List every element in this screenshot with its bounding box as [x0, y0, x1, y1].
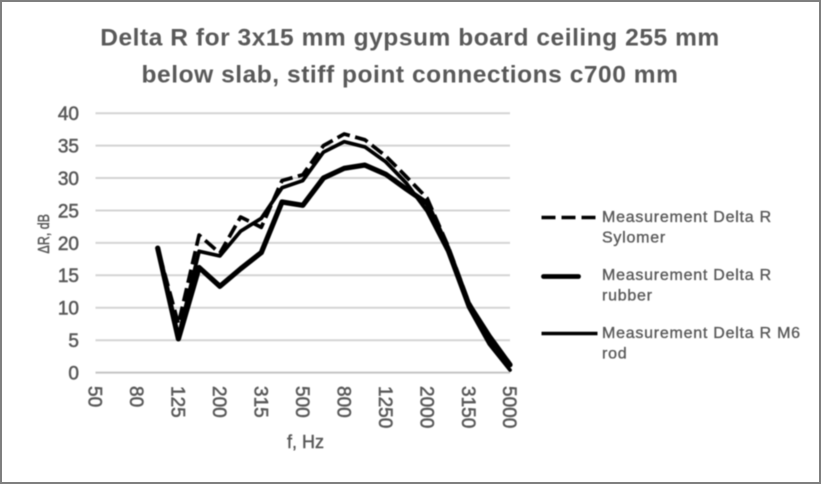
- svg-text:50: 50: [84, 386, 105, 407]
- svg-text:200: 200: [208, 386, 229, 418]
- svg-text:125: 125: [167, 386, 188, 418]
- svg-text:ΔR, dB: ΔR, dB: [36, 214, 53, 254]
- svg-text:Measurement Delta R: Measurement Delta R: [602, 209, 772, 226]
- svg-text:20: 20: [58, 234, 79, 255]
- svg-text:500: 500: [291, 386, 312, 418]
- svg-text:Measurement Delta R: Measurement Delta R: [602, 267, 772, 284]
- svg-text:30: 30: [58, 169, 79, 190]
- svg-text:25: 25: [58, 201, 79, 222]
- svg-text:0: 0: [68, 364, 79, 385]
- svg-text:below slab, stiff point connec: below slab, stiff point connections c700…: [142, 62, 679, 89]
- svg-text:Delta R for 3x15 mm gypsum boa: Delta R for 3x15 mm gypsum board ceiling…: [100, 25, 719, 52]
- svg-text:315: 315: [250, 386, 271, 418]
- svg-text:80: 80: [125, 386, 146, 407]
- svg-text:40: 40: [58, 104, 79, 125]
- svg-text:f, Hz: f, Hz: [287, 432, 324, 452]
- svg-text:Sylomer: Sylomer: [602, 230, 666, 247]
- svg-text:15: 15: [58, 266, 79, 287]
- svg-text:Measurement Delta R M6: Measurement Delta R M6: [602, 325, 801, 342]
- svg-text:2000: 2000: [415, 386, 436, 428]
- svg-text:5: 5: [68, 331, 79, 352]
- svg-text:800: 800: [332, 386, 353, 418]
- svg-text:rubber: rubber: [602, 288, 653, 305]
- svg-text:rod: rod: [602, 346, 627, 363]
- svg-text:5000: 5000: [498, 386, 519, 428]
- svg-text:1250: 1250: [374, 386, 395, 428]
- svg-text:3150: 3150: [457, 386, 478, 428]
- svg-text:10: 10: [58, 299, 79, 320]
- svg-text:35: 35: [58, 137, 79, 158]
